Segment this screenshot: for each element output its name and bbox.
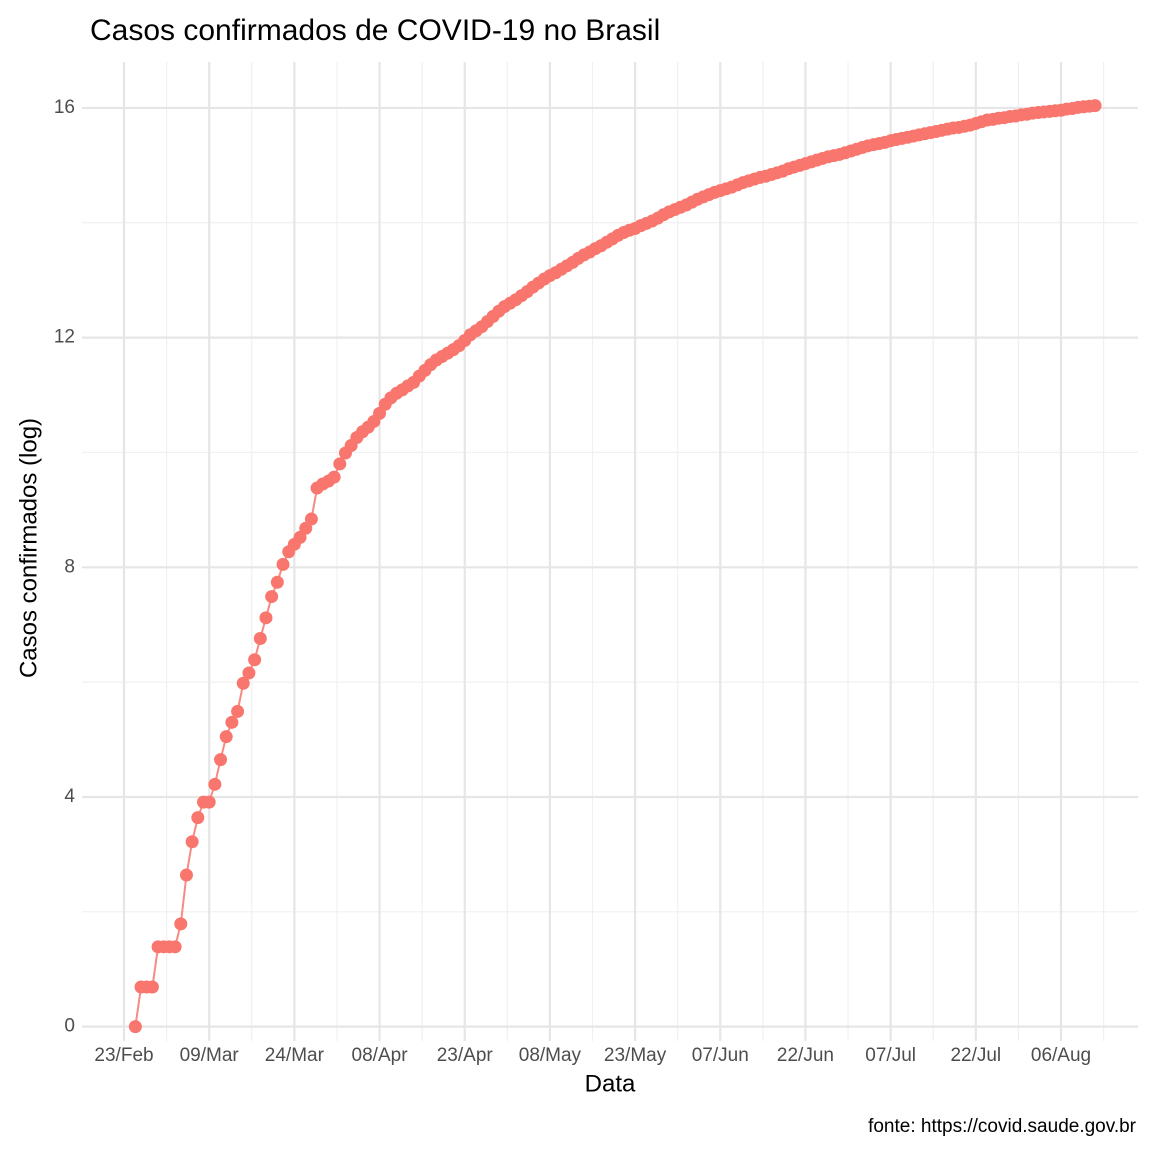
data-point: [236, 676, 250, 690]
x-axis-title: Data: [585, 1070, 636, 1097]
data-point: [248, 653, 262, 667]
data-point: [185, 835, 199, 849]
y-axis-title: Casos confirmados (log): [15, 418, 42, 678]
data-point: [174, 917, 188, 931]
data-point: [225, 715, 239, 729]
data-point: [191, 811, 205, 825]
data-point: [128, 1020, 142, 1034]
data-point: [219, 730, 233, 744]
data-point: [327, 470, 341, 484]
data-point: [304, 512, 318, 526]
data-point: [208, 777, 222, 791]
x-tick-label: 08/May: [519, 1045, 582, 1066]
x-tick-label: 23/Apr: [437, 1045, 494, 1066]
chart-title: Casos confirmados de COVID-19 no Brasil: [90, 14, 660, 47]
data-point: [231, 704, 245, 718]
caption: fonte: https://covid.saude.gov.br: [868, 1116, 1137, 1137]
data-point: [242, 666, 256, 680]
data-point: [259, 611, 273, 625]
data-point: [253, 631, 267, 645]
x-tick-label: 23/Feb: [94, 1045, 153, 1066]
x-tick-label: 24/Mar: [265, 1045, 325, 1066]
x-tick-label: 07/Jun: [692, 1045, 749, 1066]
data-point: [276, 557, 290, 571]
y-tick-label: 4: [64, 786, 75, 807]
data-point: [145, 980, 159, 994]
x-tick-label: 23/May: [604, 1045, 667, 1066]
x-tick-label: 22/Jun: [777, 1045, 834, 1066]
y-tick-label: 16: [54, 97, 75, 118]
data-point: [265, 590, 279, 604]
y-tick-label: 0: [64, 1016, 75, 1037]
x-tick-label: 22/Jul: [950, 1045, 1001, 1066]
x-tick-label: 09/Mar: [180, 1045, 240, 1066]
x-tick-label: 08/Apr: [352, 1045, 409, 1066]
x-tick-label: 07/Jul: [865, 1045, 916, 1066]
data-point: [1088, 99, 1102, 113]
data-point: [214, 753, 228, 767]
x-tick-label: 06/Aug: [1031, 1045, 1091, 1066]
data-point: [168, 940, 182, 954]
y-tick-label: 8: [64, 556, 75, 577]
data-point: [270, 575, 284, 589]
y-tick-label: 12: [54, 327, 75, 348]
data-point: [333, 457, 347, 471]
data-point: [202, 795, 216, 809]
data-point: [179, 868, 193, 882]
